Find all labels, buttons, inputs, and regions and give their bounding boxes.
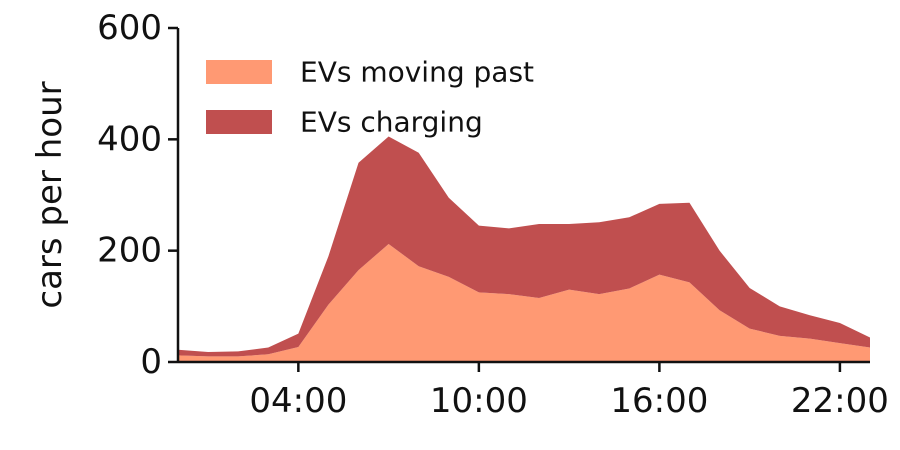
area-layers (178, 136, 870, 362)
x-tick-label: 04:00 (249, 381, 347, 421)
x-tick-label: 22:00 (791, 381, 889, 421)
x-tick-label: 10:00 (430, 381, 528, 421)
y-tick-label: 0 (140, 342, 162, 382)
axes (176, 28, 870, 364)
x-ticks: 04:00 10:00 16:00 22:00 (249, 362, 889, 421)
y-ticks: 0 200 400 600 (97, 8, 178, 382)
legend-swatch (206, 60, 272, 84)
legend-swatch (206, 110, 272, 134)
area-evs-charging (178, 136, 870, 357)
legend-label: EVs moving past (300, 56, 534, 89)
x-tick-label: 16:00 (610, 381, 708, 421)
y-tick-label: 600 (97, 8, 162, 48)
y-axis-title: cars per hour (30, 81, 70, 308)
legend: EVs moving past EVs charging (206, 56, 534, 139)
y-tick-label: 200 (97, 231, 162, 271)
area-evs-moving-past (178, 243, 870, 362)
legend-label: EVs charging (300, 106, 483, 139)
y-tick-label: 400 (97, 119, 162, 159)
